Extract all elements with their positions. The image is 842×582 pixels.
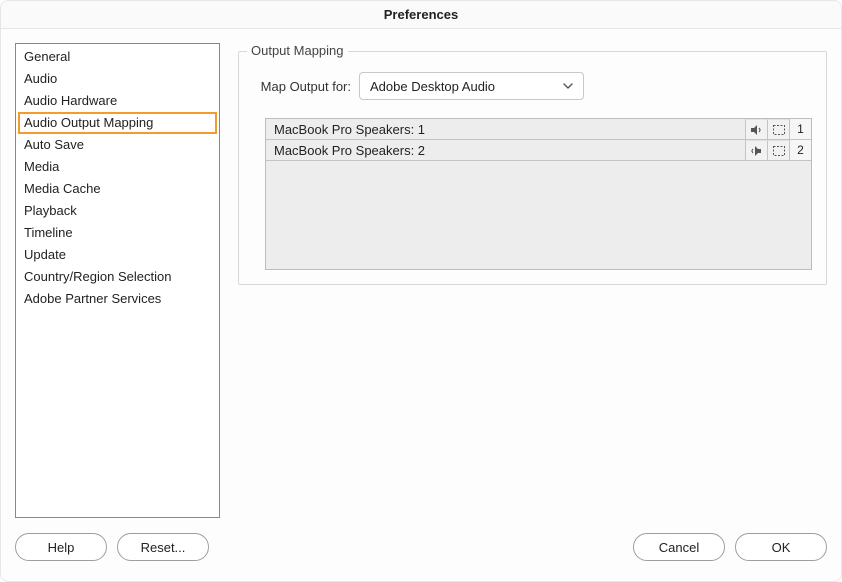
map-output-row: Map Output for: Adobe Desktop Audio [253, 72, 812, 100]
sidebar-item-media[interactable]: Media [18, 156, 217, 178]
map-output-label: Map Output for: [253, 79, 351, 94]
sidebar-item-audio-output-mapping[interactable]: Audio Output Mapping [18, 112, 217, 134]
sidebar-item-audio[interactable]: Audio [18, 68, 217, 90]
channel-row[interactable]: MacBook Pro Speakers: 1 1 [266, 119, 811, 140]
sidebar-item-label: Playback [24, 203, 77, 218]
sidebar-item-timeline[interactable]: Timeline [18, 222, 217, 244]
sidebar-item-label: Audio [24, 71, 57, 86]
channel-label: MacBook Pro Speakers: 2 [266, 140, 745, 160]
sidebar-item-label: Media [24, 159, 59, 174]
map-output-select[interactable]: Adobe Desktop Audio [359, 72, 584, 100]
output-mapping-legend: Output Mapping [247, 43, 348, 58]
speaker-right-icon[interactable] [745, 140, 767, 160]
preferences-main: Output Mapping Map Output for: Adobe Des… [238, 43, 827, 525]
sidebar-item-media-cache[interactable]: Media Cache [18, 178, 217, 200]
sidebar-item-country-region[interactable]: Country/Region Selection [18, 266, 217, 288]
sidebar-item-update[interactable]: Update [18, 244, 217, 266]
sidebar-item-auto-save[interactable]: Auto Save [18, 134, 217, 156]
preferences-dialog: Preferences General Audio Audio Hardware… [0, 0, 842, 582]
sidebar-item-playback[interactable]: Playback [18, 200, 217, 222]
channel-label: MacBook Pro Speakers: 1 [266, 119, 745, 139]
speaker-left-icon[interactable] [745, 119, 767, 139]
sidebar-item-label: Auto Save [24, 137, 84, 152]
button-label: OK [772, 540, 791, 555]
cancel-button[interactable]: Cancel [633, 533, 725, 561]
button-label: Reset... [141, 540, 186, 555]
sidebar-item-label: Adobe Partner Services [24, 291, 161, 306]
channel-row[interactable]: MacBook Pro Speakers: 2 2 [266, 140, 811, 161]
sidebar-item-label: Timeline [24, 225, 73, 240]
button-label: Cancel [659, 540, 699, 555]
preferences-sidebar: General Audio Audio Hardware Audio Outpu… [15, 43, 220, 518]
output-mapping-group: Output Mapping Map Output for: Adobe Des… [238, 51, 827, 285]
sidebar-item-label: Update [24, 247, 66, 262]
sidebar-item-label: General [24, 49, 70, 64]
routing-icon[interactable] [767, 140, 789, 160]
ok-button[interactable]: OK [735, 533, 827, 561]
sidebar-item-label: Media Cache [24, 181, 101, 196]
sidebar-item-general[interactable]: General [18, 46, 217, 68]
dialog-title: Preferences [1, 1, 841, 29]
channel-index: 2 [789, 140, 811, 160]
sidebar-item-label: Audio Hardware [24, 93, 117, 108]
button-label: Help [48, 540, 75, 555]
dialog-footer: Help Reset... Cancel OK [1, 525, 841, 581]
sidebar-item-partner-services[interactable]: Adobe Partner Services [18, 288, 217, 310]
sidebar-item-label: Audio Output Mapping [24, 115, 153, 130]
map-output-selected-value: Adobe Desktop Audio [370, 79, 495, 94]
output-channels-list: MacBook Pro Speakers: 1 1 [265, 118, 812, 270]
reset-button[interactable]: Reset... [117, 533, 209, 561]
channel-index: 1 [789, 119, 811, 139]
dialog-body: General Audio Audio Hardware Audio Outpu… [1, 29, 841, 525]
routing-icon[interactable] [767, 119, 789, 139]
sidebar-item-label: Country/Region Selection [24, 269, 171, 284]
help-button[interactable]: Help [15, 533, 107, 561]
sidebar-item-audio-hardware[interactable]: Audio Hardware [18, 90, 217, 112]
chevron-down-icon [563, 83, 573, 89]
